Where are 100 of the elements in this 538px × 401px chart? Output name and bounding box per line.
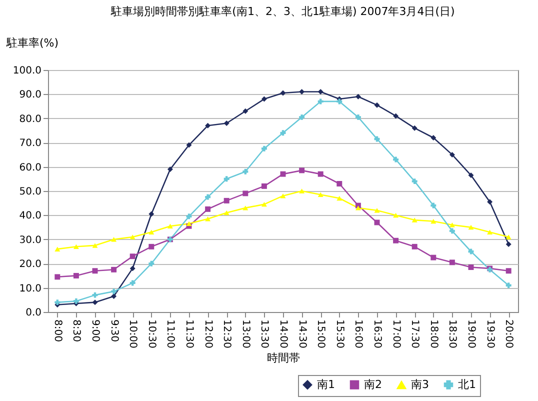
point (54, 246, 60, 252)
point (261, 96, 267, 102)
y-tick-label: 50.0 (19, 186, 42, 198)
point (224, 198, 230, 204)
x-tick-label: 13:00 (240, 320, 251, 348)
x-tick-label: 16:00 (352, 320, 364, 348)
point (92, 268, 98, 274)
point (506, 282, 512, 288)
point (54, 300, 60, 306)
point (412, 218, 418, 222)
x-tick-label: 18:30 (446, 320, 458, 348)
point (261, 146, 267, 152)
point (299, 168, 305, 174)
y-tick-label: 40.0 (19, 210, 42, 222)
point (111, 294, 117, 300)
point (506, 234, 512, 240)
point (393, 212, 399, 218)
point (299, 114, 305, 120)
point (280, 90, 286, 96)
point (130, 254, 136, 260)
chart-title: 駐車場別時間帯別駐車率(南1、2、3、北1駐車場) 2007年3月4日(日) (110, 5, 455, 18)
point (280, 171, 286, 177)
x-tick-label: 9:30 (108, 320, 120, 342)
point (355, 114, 361, 120)
point (130, 234, 136, 240)
point (73, 298, 79, 304)
point (449, 260, 455, 266)
point (205, 206, 211, 212)
x-tick-label: 15:00 (315, 320, 326, 348)
point (148, 211, 154, 217)
point (167, 224, 173, 228)
point (73, 272, 79, 278)
point (242, 206, 248, 210)
point (130, 266, 136, 272)
point (374, 102, 380, 108)
y-axis-title: 駐車率(%) (6, 36, 59, 50)
point (374, 220, 380, 226)
point (449, 228, 455, 234)
point (54, 274, 60, 280)
point (261, 183, 267, 189)
legend-label: 南3 (411, 378, 429, 392)
legend-label: 北1 (458, 378, 476, 391)
y-tick-label: 90.0 (19, 90, 42, 101)
point (336, 98, 342, 104)
point (412, 178, 418, 184)
x-tick-label: 8:00 (52, 320, 63, 342)
point (205, 216, 211, 222)
point (186, 221, 192, 226)
x-tick-label: 20:00 (503, 320, 514, 348)
point (412, 125, 418, 131)
point (430, 135, 436, 140)
point (355, 206, 361, 210)
y-tick-label: 20.0 (19, 259, 42, 270)
x-tick-label: 15:30 (334, 320, 345, 348)
y-tick-label: 10.0 (19, 283, 42, 294)
point (148, 230, 154, 235)
x-tick-label: 17:30 (409, 320, 420, 348)
point (186, 142, 192, 148)
point (111, 288, 117, 294)
point (355, 94, 361, 100)
point (318, 171, 324, 177)
point (393, 156, 399, 162)
x-tick-label: 12:30 (221, 320, 232, 348)
point (336, 196, 342, 201)
point (111, 237, 117, 242)
point (299, 188, 305, 194)
point (487, 230, 493, 235)
point (92, 243, 98, 248)
x-tick-label: 17:00 (390, 320, 402, 348)
point (167, 166, 173, 172)
point (506, 268, 512, 274)
point (468, 264, 474, 270)
x-tick-label: 11:00 (164, 320, 176, 348)
x-tick-label: 14:30 (296, 320, 308, 348)
point (73, 244, 79, 250)
y-tick-label: 70.0 (19, 138, 42, 150)
point (224, 176, 230, 182)
y-tick-label: 80.0 (19, 114, 42, 125)
point (205, 122, 211, 128)
point (224, 120, 230, 126)
point (130, 280, 136, 286)
x-tick-label: 16:30 (372, 320, 382, 348)
point (242, 168, 248, 174)
x-tick-label: 10:30 (146, 320, 157, 348)
y-tick-label: 100.0 (12, 66, 42, 76)
point (449, 222, 455, 228)
point (111, 266, 117, 272)
y-tick-label: 60.0 (19, 162, 42, 174)
point (242, 108, 248, 114)
point (148, 244, 154, 250)
point (430, 218, 436, 224)
point (92, 300, 98, 306)
y-tick-label: 0.0 (26, 308, 42, 318)
point (318, 98, 324, 104)
legend-label: 南1 (317, 378, 335, 391)
point (430, 202, 436, 208)
point (449, 152, 455, 158)
x-tick-label: 11:30 (184, 320, 194, 348)
x-tick-label: 13:30 (258, 320, 270, 348)
x-tick-label: 9:00 (90, 320, 100, 342)
